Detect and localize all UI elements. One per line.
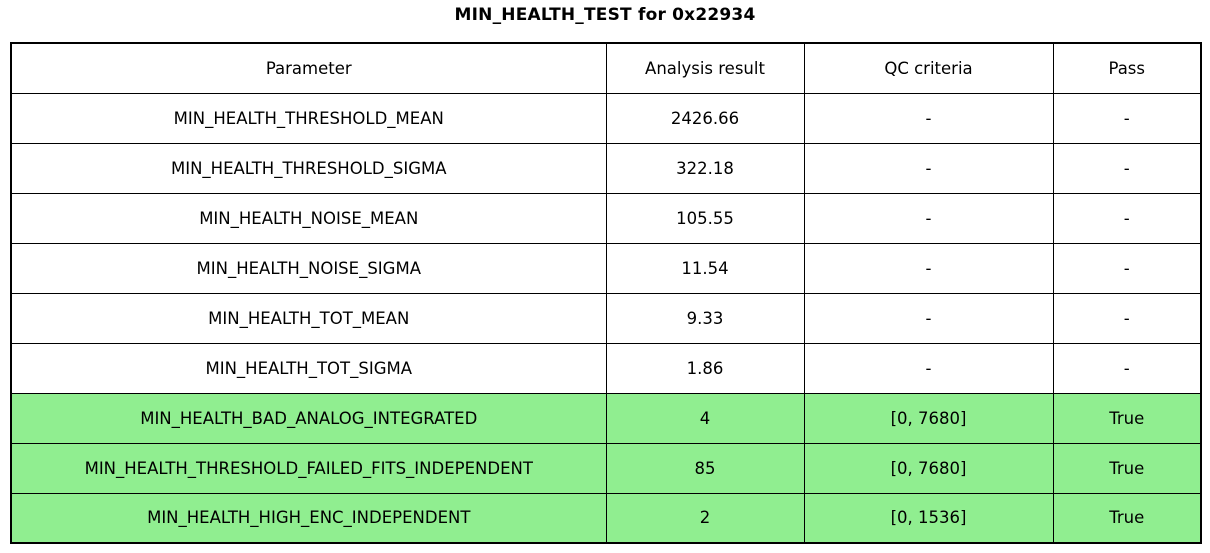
cell-parameter: MIN_HEALTH_TOT_SIGMA [10, 342, 607, 394]
cell-pass: - [1052, 192, 1202, 244]
cell-analysis-result: 4 [605, 392, 805, 444]
cell-parameter: MIN_HEALTH_NOISE_MEAN [10, 192, 607, 244]
cell-parameter: MIN_HEALTH_THRESHOLD_SIGMA [10, 142, 607, 194]
cell-pass: True [1052, 442, 1202, 494]
table-row: MIN_HEALTH_TOT_SIGMA 1.86 - - [10, 342, 1202, 394]
table-row-passed: MIN_HEALTH_THRESHOLD_FAILED_FITS_INDEPEN… [10, 442, 1202, 494]
table-row: MIN_HEALTH_NOISE_MEAN 105.55 - - [10, 192, 1202, 244]
cell-analysis-result: 2426.66 [605, 92, 805, 144]
cell-qc-criteria: [0, 7680] [803, 442, 1054, 494]
cell-analysis-result: 85 [605, 442, 805, 494]
cell-pass: - [1052, 342, 1202, 394]
table-row: MIN_HEALTH_NOISE_SIGMA 11.54 - - [10, 242, 1202, 294]
cell-analysis-result: 11.54 [605, 242, 805, 294]
table-row: MIN_HEALTH_THRESHOLD_SIGMA 322.18 - - [10, 142, 1202, 194]
cell-pass: - [1052, 142, 1202, 194]
header-pass: Pass [1052, 42, 1202, 94]
cell-qc-criteria: [0, 1536] [803, 492, 1054, 544]
table-row-passed: MIN_HEALTH_HIGH_ENC_INDEPENDENT 2 [0, 15… [10, 492, 1202, 544]
cell-parameter: MIN_HEALTH_HIGH_ENC_INDEPENDENT [10, 492, 607, 544]
table-header-row: Parameter Analysis result QC criteria Pa… [10, 42, 1202, 94]
cell-qc-criteria: - [803, 342, 1054, 394]
cell-pass: True [1052, 492, 1202, 544]
cell-analysis-result: 9.33 [605, 292, 805, 344]
cell-parameter: MIN_HEALTH_NOISE_SIGMA [10, 242, 607, 294]
cell-parameter: MIN_HEALTH_THRESHOLD_MEAN [10, 92, 607, 144]
cell-parameter: MIN_HEALTH_THRESHOLD_FAILED_FITS_INDEPEN… [10, 442, 607, 494]
cell-qc-criteria: - [803, 142, 1054, 194]
cell-qc-criteria: - [803, 242, 1054, 294]
table-row: MIN_HEALTH_THRESHOLD_MEAN 2426.66 - - [10, 92, 1202, 144]
qc-results-table: Parameter Analysis result QC criteria Pa… [10, 42, 1202, 544]
table-row: MIN_HEALTH_TOT_MEAN 9.33 - - [10, 292, 1202, 344]
cell-qc-criteria: - [803, 292, 1054, 344]
cell-pass: - [1052, 242, 1202, 294]
table-row-passed: MIN_HEALTH_BAD_ANALOG_INTEGRATED 4 [0, 7… [10, 392, 1202, 444]
cell-analysis-result: 322.18 [605, 142, 805, 194]
cell-parameter: MIN_HEALTH_BAD_ANALOG_INTEGRATED [10, 392, 607, 444]
cell-analysis-result: 2 [605, 492, 805, 544]
cell-qc-criteria: - [803, 92, 1054, 144]
header-analysis-result: Analysis result [605, 42, 805, 94]
cell-parameter: MIN_HEALTH_TOT_MEAN [10, 292, 607, 344]
cell-analysis-result: 1.86 [605, 342, 805, 394]
header-qc-criteria: QC criteria [803, 42, 1054, 94]
header-parameter: Parameter [10, 42, 607, 94]
cell-analysis-result: 105.55 [605, 192, 805, 244]
cell-qc-criteria: - [803, 192, 1054, 244]
cell-pass: - [1052, 292, 1202, 344]
cell-pass: True [1052, 392, 1202, 444]
page-title: MIN_HEALTH_TEST for 0x22934 [454, 5, 756, 25]
cell-pass: - [1052, 92, 1202, 144]
cell-qc-criteria: [0, 7680] [803, 392, 1054, 444]
